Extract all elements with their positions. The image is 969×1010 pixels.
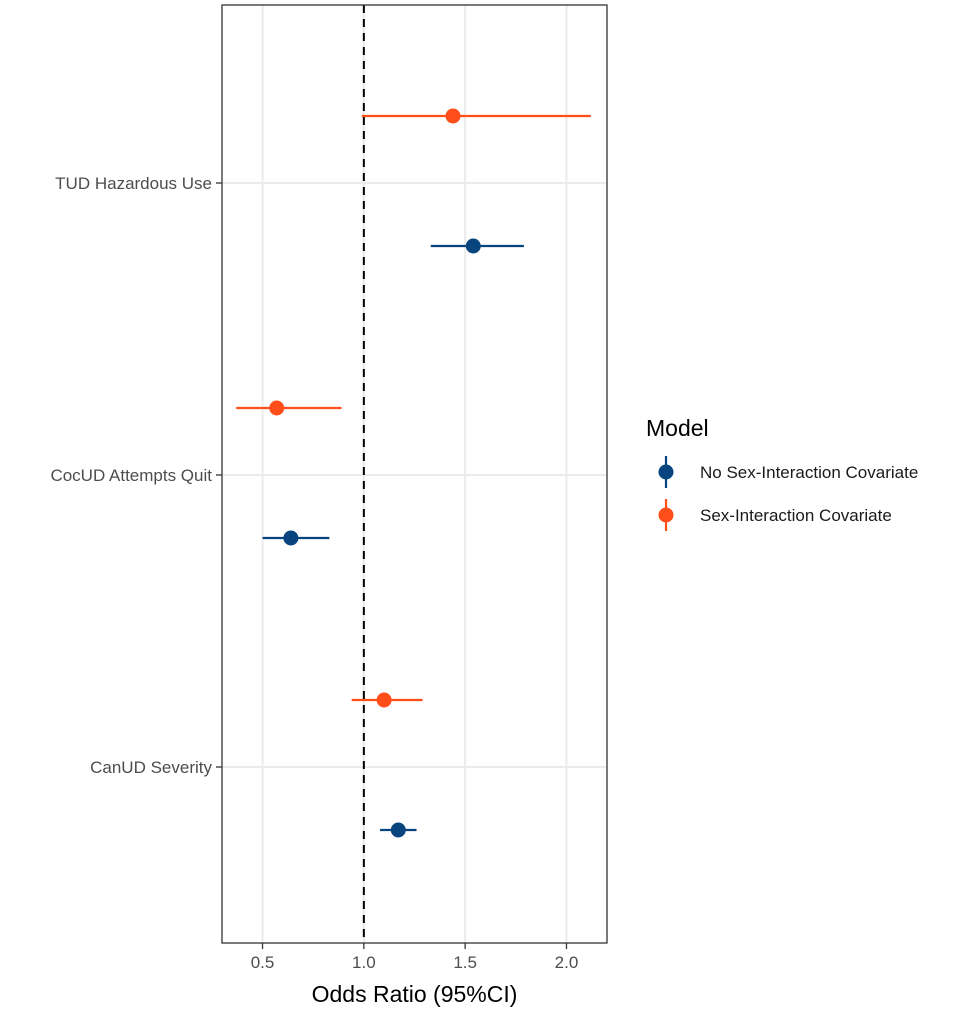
point-estimate [283,530,299,546]
x-axis: 0.5 1.0 1.5 2.0 [251,943,579,972]
y-tick-label: TUD Hazardous Use [55,174,212,193]
x-tick-label: 1.5 [453,953,477,972]
panel-border [221,4,608,944]
y-axis: TUD Hazardous Use CocUD Attempts Quit CanU… [50,174,222,777]
legend-key-point [658,464,674,480]
x-tick-label: 1.0 [352,953,376,972]
y-tick-label: CocUD Attempts Quit [50,466,212,485]
series-group [236,108,591,708]
legend-label: Sex-Interaction Covariate [700,506,892,525]
series-layer [236,108,591,838]
point-estimate [445,108,461,124]
x-tick-label: 0.5 [251,953,275,972]
point-estimate [465,238,481,254]
y-tick-label: CanUD Severity [90,758,212,777]
x-tick-label: 2.0 [555,953,579,972]
point-estimate [390,822,406,838]
series-group [262,238,524,838]
legend: Model No Sex-Interaction Covariate Sex-In… [646,415,918,531]
x-axis-title: Odds Ratio (95%CI) [312,981,518,1007]
point-estimate [269,400,285,416]
legend-label: No Sex-Interaction Covariate [700,463,918,482]
point-estimate [376,692,392,708]
legend-key-point [658,507,674,523]
legend-title: Model [646,415,709,441]
